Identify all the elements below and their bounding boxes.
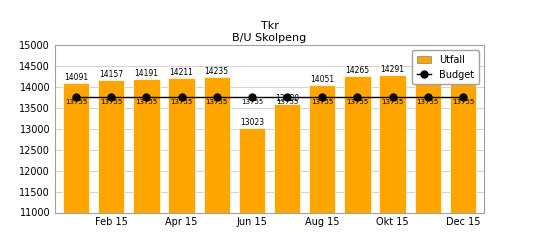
Bar: [415, 75, 441, 250]
Text: 13755: 13755: [65, 100, 87, 105]
Text: 13755: 13755: [382, 100, 404, 105]
Text: 14235: 14235: [205, 67, 229, 76]
Text: 13755: 13755: [135, 100, 157, 105]
Text: 13755: 13755: [452, 100, 474, 105]
Title: Tkr
B/U Skolpeng: Tkr B/U Skolpeng: [232, 21, 307, 43]
Text: 13755: 13755: [311, 100, 333, 105]
Text: 13755: 13755: [276, 100, 298, 105]
Text: 14399: 14399: [451, 60, 475, 69]
Legend: Utfall, Budget: Utfall, Budget: [412, 50, 479, 84]
Bar: [239, 128, 265, 250]
Text: 14283: 14283: [416, 65, 440, 74]
Text: 13755: 13755: [206, 100, 228, 105]
Bar: [133, 79, 160, 250]
Bar: [379, 75, 406, 250]
Bar: [98, 80, 124, 250]
Text: 13755: 13755: [170, 100, 192, 105]
Text: 13755: 13755: [100, 100, 123, 105]
Text: 14265: 14265: [345, 66, 370, 75]
Text: 14051: 14051: [310, 75, 334, 84]
Bar: [309, 85, 336, 250]
Text: 13580: 13580: [275, 94, 299, 104]
Bar: [168, 78, 195, 250]
Text: 14211: 14211: [169, 68, 194, 77]
Text: 14091: 14091: [64, 73, 88, 82]
Text: 13023: 13023: [240, 118, 264, 127]
Text: 13755: 13755: [416, 100, 439, 105]
Text: 14291: 14291: [381, 65, 405, 74]
Text: 14191: 14191: [134, 69, 158, 78]
Text: 13755: 13755: [346, 100, 368, 105]
Bar: [63, 83, 89, 250]
Bar: [204, 77, 230, 250]
Bar: [450, 70, 476, 250]
Bar: [344, 76, 371, 250]
Text: 14157: 14157: [99, 70, 123, 79]
Text: 13755: 13755: [241, 100, 263, 105]
Bar: [274, 104, 300, 250]
